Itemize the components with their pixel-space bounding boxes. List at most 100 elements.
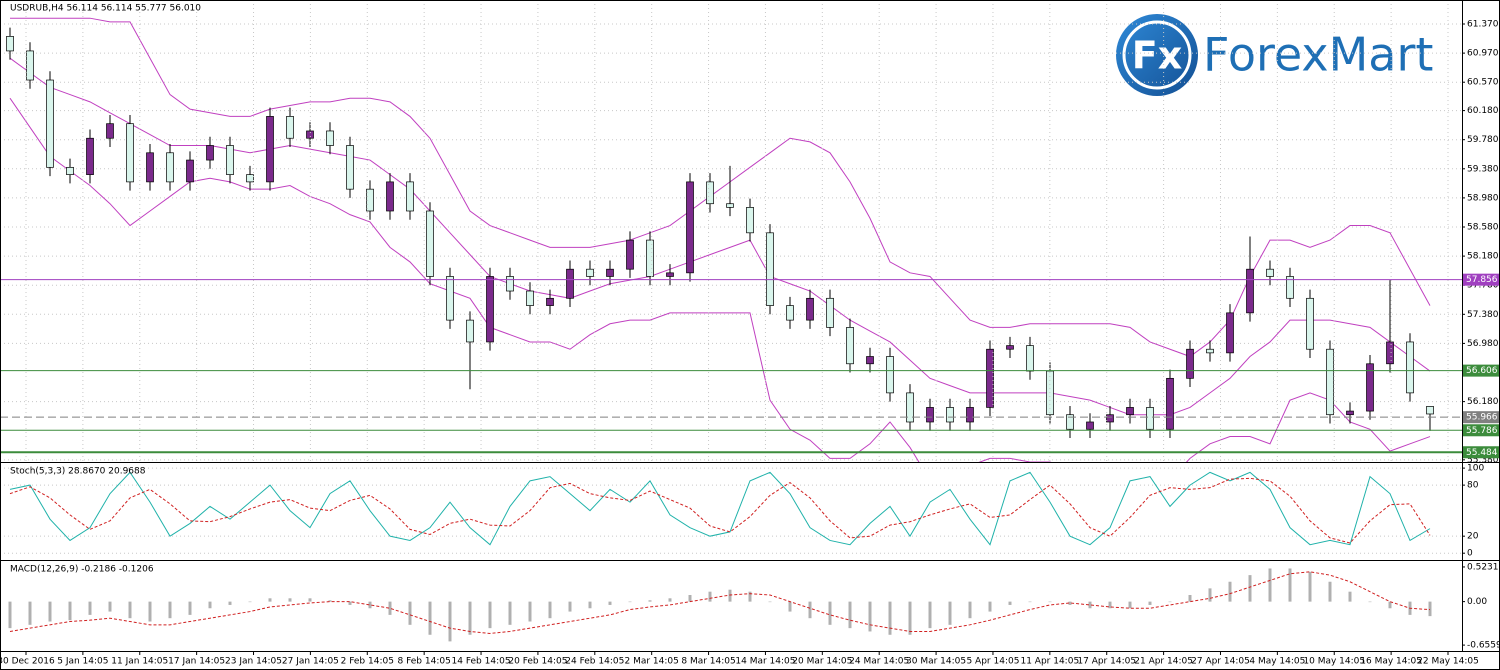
candle-body bbox=[786, 305, 794, 321]
candle-body bbox=[106, 123, 114, 139]
candle-body bbox=[686, 181, 694, 274]
candle-body bbox=[946, 407, 954, 423]
y-tick-label: 58.580 bbox=[1467, 222, 1499, 232]
macd-bar bbox=[1028, 601, 1032, 603]
candle-body bbox=[1426, 406, 1434, 415]
macd-bar bbox=[1348, 591, 1352, 602]
macd-bar bbox=[768, 601, 772, 603]
logo-text: ForexMart bbox=[1203, 28, 1433, 82]
macd-bar bbox=[28, 601, 32, 625]
level-label: 55.966 bbox=[1466, 413, 1498, 423]
candle-body bbox=[706, 181, 714, 205]
panel-title: USDRUB,H4 56.114 56.114 55.777 56.010 bbox=[10, 4, 201, 14]
macd-bar bbox=[708, 591, 712, 602]
candle-body bbox=[166, 152, 174, 183]
y-tick-label: 61.370 bbox=[1467, 20, 1499, 30]
candle-body bbox=[426, 210, 434, 277]
candle-body bbox=[306, 130, 314, 139]
x-tick-label: 16 May 14:05 bbox=[1360, 657, 1422, 667]
x-tick-label: 24 Feb 14:05 bbox=[565, 657, 624, 667]
macd-bar bbox=[428, 601, 432, 635]
candle-body bbox=[546, 297, 554, 306]
macd-bar bbox=[268, 598, 272, 602]
y-tick-label: 0.00 bbox=[1467, 597, 1487, 607]
candle-body bbox=[286, 116, 294, 139]
candle-body bbox=[1026, 345, 1034, 372]
panel-title: Stoch(5,3,3) 28.8670 20.9688 bbox=[10, 467, 146, 477]
logo-badge bbox=[1116, 14, 1198, 96]
macd-bar bbox=[288, 598, 292, 602]
candle-body bbox=[1186, 348, 1194, 379]
y-tick-label: 56.180 bbox=[1467, 397, 1499, 407]
macd-bar bbox=[828, 601, 832, 625]
candle-body bbox=[26, 50, 34, 81]
bollinger-band bbox=[9, 97, 1431, 462]
candle-body bbox=[1326, 348, 1334, 416]
x-tick-label: 5 Apr 14:05 bbox=[966, 657, 1019, 667]
logo-ring bbox=[1122, 20, 1192, 90]
candle-body bbox=[486, 276, 494, 343]
macd-bar bbox=[1228, 581, 1232, 602]
macd-bar bbox=[808, 601, 812, 619]
x-tick-label: 4 May 14:05 bbox=[1249, 657, 1305, 667]
y-tick-label: 59.380 bbox=[1467, 164, 1499, 174]
macd-bar bbox=[328, 600, 332, 602]
x-tick-label: 24 Mar 14:05 bbox=[849, 657, 909, 667]
x-tick-label: 17 Jan 14:05 bbox=[168, 657, 225, 667]
macd-bar bbox=[348, 601, 352, 605]
macd-bar bbox=[468, 601, 472, 635]
x-tick-label: 10 May 14:05 bbox=[1303, 657, 1365, 667]
level-tag bbox=[1463, 411, 1499, 424]
macd-bar bbox=[168, 601, 172, 619]
macd-bar bbox=[188, 601, 192, 615]
macd-bar bbox=[668, 598, 672, 602]
candle-body bbox=[1266, 268, 1274, 277]
macd-bar bbox=[528, 601, 532, 622]
macd-bar bbox=[448, 601, 452, 642]
x-tick-label: 20 Feb 14:05 bbox=[508, 657, 567, 667]
y-tick-label: 56.980 bbox=[1467, 339, 1499, 349]
level-tag bbox=[1463, 273, 1499, 286]
y-tick-label: 60.570 bbox=[1467, 78, 1499, 88]
candle-body bbox=[266, 116, 274, 183]
x-tick-label: 11 Apr 14:05 bbox=[1020, 657, 1079, 667]
x-tick-label: 2 Mar 14:05 bbox=[624, 657, 678, 667]
macd-bar bbox=[988, 601, 992, 612]
y-tick-label: -0.6559 bbox=[1467, 641, 1500, 651]
candle-body bbox=[86, 137, 94, 175]
y-tick-label: 80 bbox=[1467, 481, 1479, 491]
candle-body bbox=[826, 297, 834, 328]
y-tick-label: 20 bbox=[1467, 532, 1479, 542]
macd-bar bbox=[1128, 601, 1132, 609]
x-tick-label: 8 Mar 14:05 bbox=[681, 657, 735, 667]
candle-body bbox=[886, 356, 894, 394]
y-tick-label: 0 bbox=[1467, 549, 1473, 559]
macd-bar bbox=[888, 601, 892, 635]
macd-bar bbox=[1268, 568, 1272, 602]
y-tick-label: 100 bbox=[1467, 464, 1484, 474]
macd-bar bbox=[648, 600, 652, 602]
macd-bar bbox=[628, 601, 632, 603]
candle-body bbox=[566, 268, 574, 299]
macd-bar bbox=[1188, 594, 1192, 602]
x-tick-label: 14 Feb 14:05 bbox=[452, 657, 511, 667]
level-label: 55.786 bbox=[1466, 426, 1498, 436]
candle-body bbox=[966, 407, 974, 423]
x-tick-label: 20 Mar 14:05 bbox=[792, 657, 852, 667]
candle-body bbox=[726, 203, 734, 208]
candle-body bbox=[766, 232, 774, 306]
macd-bar bbox=[68, 601, 72, 621]
indicator-line bbox=[9, 571, 1431, 634]
macd-bar bbox=[1308, 571, 1312, 602]
panel-clip bbox=[0, 467, 1462, 554]
macd-bar bbox=[1168, 601, 1172, 603]
candle-body bbox=[406, 181, 414, 212]
level-label: 55.484 bbox=[1466, 448, 1498, 458]
x-tick-label: 2 Feb 14:05 bbox=[341, 657, 394, 667]
y-tick-label: 60.180 bbox=[1467, 106, 1499, 116]
candle-body bbox=[906, 392, 914, 423]
candle-body bbox=[386, 181, 394, 212]
candle-body bbox=[1286, 276, 1294, 299]
y-tick-label: 57.380 bbox=[1467, 310, 1499, 320]
